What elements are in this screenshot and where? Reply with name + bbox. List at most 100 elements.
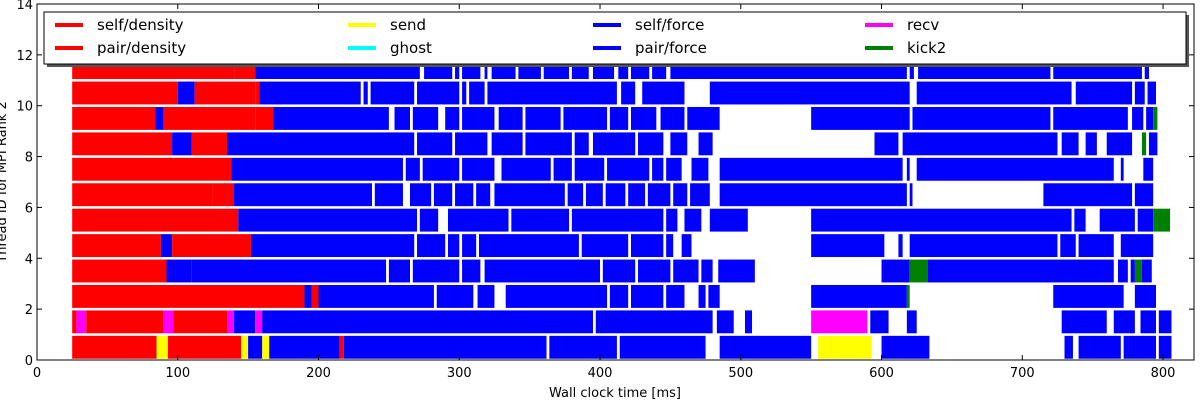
y-tick-label: 6 — [25, 201, 33, 216]
task-bar-force — [462, 234, 477, 258]
legend-box — [43, 11, 1187, 65]
y-tick-label: 2 — [25, 303, 33, 318]
task-bar-force — [647, 183, 671, 207]
task-bar-force — [455, 56, 460, 80]
task-bar-force — [607, 157, 650, 181]
x-tick-label: 600 — [869, 366, 894, 381]
thread-9-row — [72, 106, 1158, 130]
task-bar-density — [72, 208, 239, 232]
task-bar-recv — [811, 310, 868, 334]
task-bar-force — [505, 284, 608, 308]
task-bar-force — [501, 157, 551, 181]
task-bar-kick2 — [1141, 132, 1147, 156]
task-bar-force — [666, 157, 682, 181]
task-bar-force — [670, 132, 688, 156]
task-bar-force — [716, 310, 734, 334]
task-bar-force — [160, 234, 173, 258]
task-bar-force — [870, 310, 889, 334]
task-bar-density — [166, 183, 213, 207]
task-bar-force — [487, 81, 617, 105]
task-bar-force — [1140, 310, 1156, 334]
task-bar-force — [484, 259, 601, 283]
task-bar-force — [417, 81, 460, 105]
task-bar-force — [585, 183, 603, 207]
task-bar-force — [234, 310, 256, 334]
task-bar-force — [630, 234, 664, 258]
task-bar-force — [916, 157, 1114, 181]
task-bar-force — [1120, 157, 1124, 181]
task-bar-force — [673, 259, 699, 283]
task-bar-density — [72, 157, 232, 181]
task-bar-force — [567, 183, 584, 207]
task-bar-force — [574, 132, 589, 156]
task-bar-force — [1123, 335, 1156, 359]
x-tick-label: 200 — [306, 366, 331, 381]
x-tick-label: 700 — [1010, 366, 1035, 381]
task-bar-force — [709, 81, 910, 105]
legend-label: ghost — [390, 39, 432, 57]
task-bar-force — [511, 208, 570, 232]
task-bar-force — [394, 106, 410, 130]
task-bar-send — [156, 335, 168, 359]
task-bar-force — [687, 106, 720, 130]
thread-8-row — [72, 132, 1158, 156]
task-bar-force — [455, 183, 474, 207]
y-tick-label: 0 — [25, 354, 33, 369]
task-bar-force — [448, 234, 460, 258]
thread-3-row — [72, 259, 1152, 283]
task-bar-force — [638, 132, 664, 156]
task-bar-force — [388, 259, 410, 283]
task-bar-force — [405, 157, 420, 181]
task-bar-force — [630, 106, 657, 130]
task-bar-force — [1061, 310, 1107, 334]
task-bar-force — [1043, 183, 1133, 207]
task-bar-force — [445, 106, 460, 130]
task-bar-force — [1085, 132, 1097, 156]
thread-10-row — [72, 81, 1156, 105]
legend-label: self/force — [635, 16, 704, 34]
task-bar-force — [549, 335, 617, 359]
task-bar-force — [1147, 81, 1156, 105]
task-bar-force — [719, 335, 812, 359]
task-bar-force — [638, 259, 671, 283]
task-bar-density — [212, 183, 235, 207]
task-bar-force — [719, 157, 903, 181]
task-bar-force — [592, 132, 636, 156]
task-bar-force — [318, 284, 434, 308]
task-bar-density — [255, 81, 260, 105]
x-tick-label: 300 — [447, 366, 472, 381]
task-bar-force — [690, 183, 710, 207]
task-bar-force — [1148, 132, 1158, 156]
task-bars — [72, 56, 1172, 359]
task-bar-force — [1061, 132, 1079, 156]
task-bar-force — [262, 310, 593, 334]
task-bar-force — [898, 234, 903, 258]
task-bar-density — [167, 335, 242, 359]
task-bar-force — [1137, 208, 1154, 232]
task-bar-recv — [227, 310, 235, 334]
task-bar-density — [72, 183, 167, 207]
task-bar-force — [374, 183, 403, 207]
y-tick-label: 4 — [25, 252, 33, 267]
task-bar-force — [618, 56, 629, 80]
task-bar-force — [1106, 132, 1133, 156]
y-tick-label: 12 — [16, 49, 33, 64]
task-bar-force — [462, 259, 481, 283]
task-bar-density — [72, 284, 305, 308]
task-bar-recv — [76, 310, 87, 334]
task-bar-force — [448, 208, 509, 232]
y-tick-label: 8 — [25, 151, 33, 166]
thread-7-row — [72, 157, 1154, 181]
task-bar-density — [311, 284, 319, 308]
task-bar-force — [478, 234, 579, 258]
task-bar-kick2 — [1153, 208, 1171, 232]
task-bar-force — [619, 335, 706, 359]
task-bar-density — [191, 132, 228, 156]
task-bar-force — [811, 106, 910, 130]
task-bar-force — [718, 259, 755, 283]
thread-5-row — [72, 208, 1171, 232]
task-bar-force — [906, 157, 910, 181]
task-bar-force — [484, 56, 488, 80]
x-axis-label: Wall clock time [ms] — [549, 386, 681, 400]
task-bar-force — [1099, 208, 1135, 232]
